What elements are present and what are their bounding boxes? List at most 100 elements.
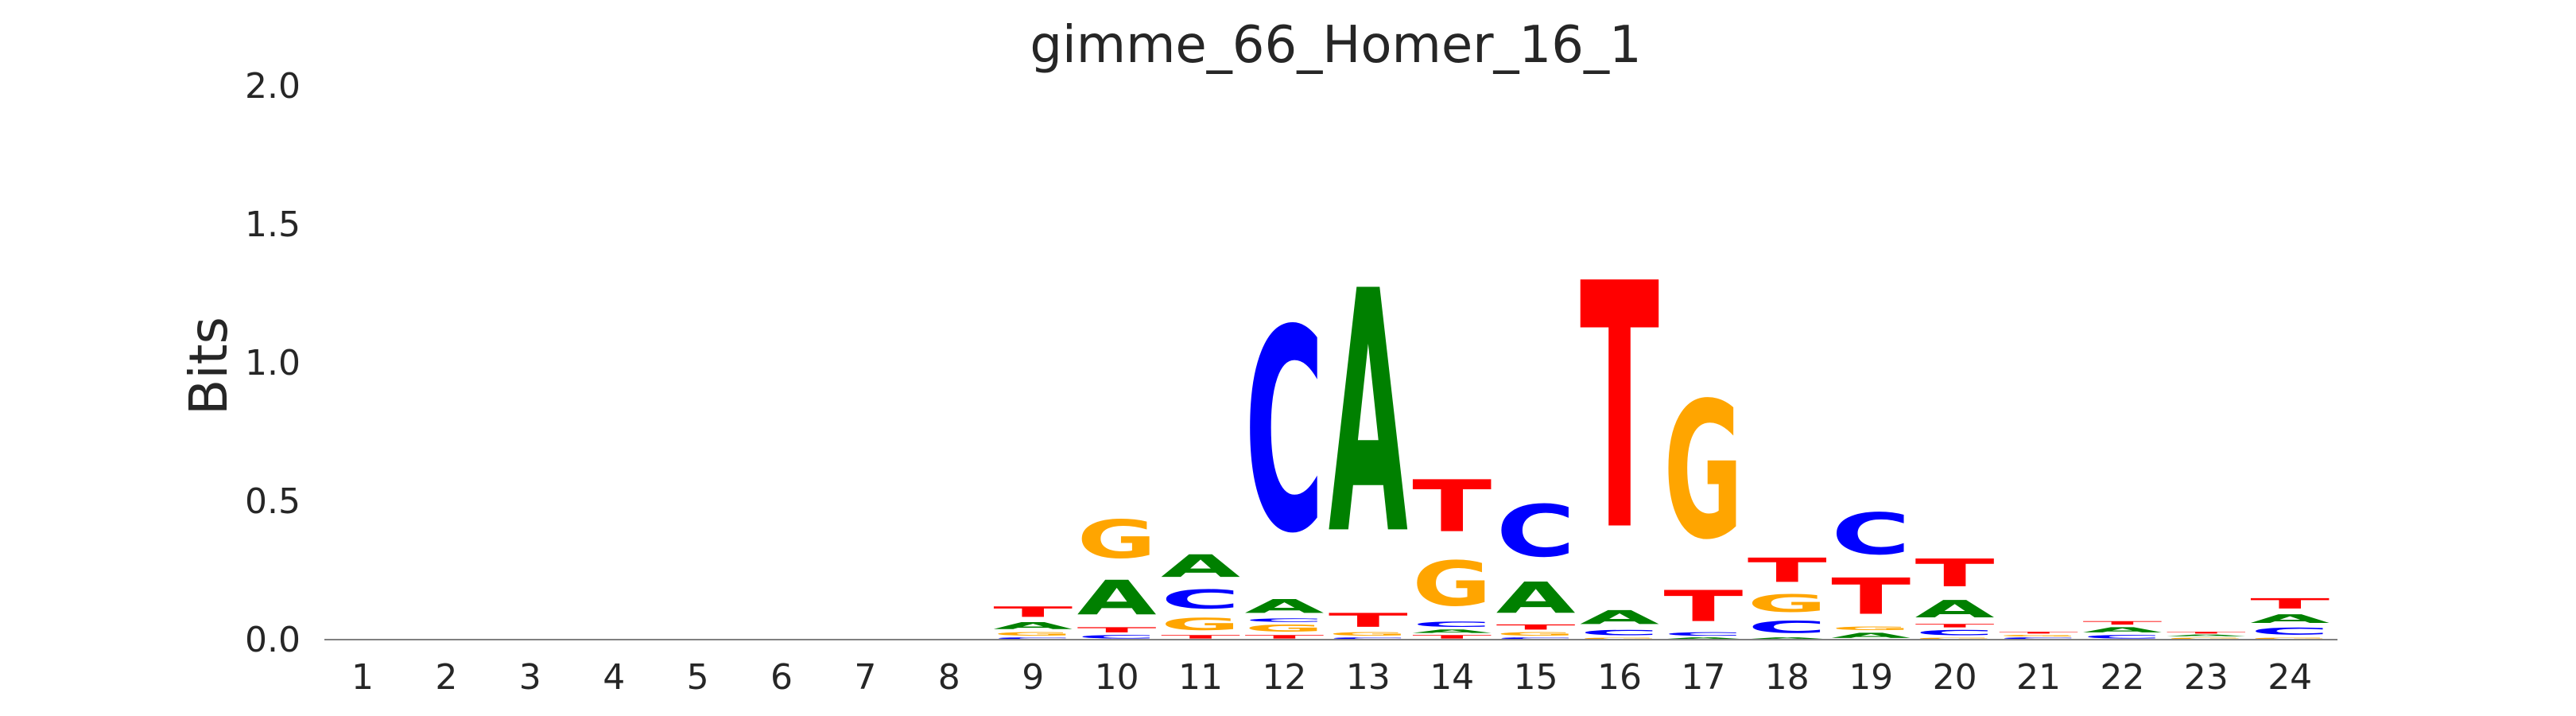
logo-letter-T: T [1748,551,1827,590]
logo-letter-A: A [1580,606,1659,628]
logo-letter-G: G [1831,626,1911,632]
x-tick-label: 9 [1022,657,1044,698]
logo-letter-G: G [2167,637,2246,640]
logo-letter-T: T [2167,632,2246,634]
logo-letter-A: A [2082,626,2162,634]
y-axis-label: Bits [178,317,239,415]
logo-letter-A: A [1831,632,1911,640]
x-tick-label: 12 [1262,657,1306,698]
logo-letter-C: C [2250,626,2330,637]
x-tick-label: 5 [687,657,709,698]
logo-letter-T: T [1496,623,1576,631]
logo-letter-C: C [993,637,1073,640]
logo-letter-G: G [1580,637,1659,640]
x-axis-ticks: 1 2 3 4 5 6 7 8 9 10 11 12 13 14 15 16 17 18 19 20 21 22 23 24 [351,657,2312,698]
logo-letter-T: T [2082,621,2162,626]
x-tick-label: 13 [1346,657,1391,698]
logo-letter-T: T [993,604,1073,621]
logo-letter-C: C [1244,617,1324,623]
x-tick-label: 24 [2268,657,2312,698]
logo-letter-A: A [1244,595,1324,617]
x-tick-label: 11 [1178,657,1223,698]
logo-letter-C: C [1244,270,1324,594]
logo-letter-C: C [1663,632,1743,637]
logo-letter-C: C [1329,637,1408,640]
logo-letter-A: A [1161,548,1240,584]
logo-letter-G: G [2250,637,2330,640]
letter-stacks: CGATCTAGTGCATGCACCGTATACGTCGTACGCATACTGA… [993,212,2330,640]
logo-letter-G: G [1496,632,1576,637]
logo-letter-A: A [1915,596,1996,624]
logo-letter-G: G [1915,637,1995,640]
logo-letter-T: T [1329,609,1408,632]
logo-letter-T: T [1915,623,1995,628]
logo-letter-T: T [1663,582,1743,631]
chart-title: gimme_66_Homer_16_1 [1030,16,1641,75]
x-tick-label: 21 [2016,657,2061,698]
logo-letter-C: C [1077,634,1157,640]
y-tick-label: 1.5 [245,204,301,245]
x-tick-label: 6 [770,657,793,698]
logo-letter-A: A [2167,634,2246,636]
x-tick-label: 4 [603,657,625,698]
logo-letter-G: G [1412,549,1492,621]
logo-letter-T: T [1412,634,1492,640]
logo-letter-A: A [2250,612,2330,625]
x-tick-label: 14 [1430,657,1474,698]
x-tick-label: 2 [435,657,457,698]
logo-letter-A: A [993,621,1073,632]
logo-letter-C: C [1161,585,1240,615]
x-tick-label: 17 [1681,657,1725,698]
y-tick-label: 2.0 [245,66,301,107]
x-tick-label: 8 [938,657,960,698]
x-tick-label: 7 [854,657,876,698]
logo-letter-C: C [1999,637,2078,640]
y-tick-label: 0.5 [245,481,301,522]
logo-letter-C: C [2082,634,2162,640]
logo-letter-A: A [1496,574,1577,623]
logo-letter-G: G [1329,632,1408,637]
logo-letter-C: C [1748,617,1827,636]
logo-letter-G: G [1077,510,1157,571]
logo-letter-G: G [1999,634,2078,636]
logo-letter-A: A [1412,628,1492,634]
x-tick-label: 1 [351,657,374,698]
logo-letter-T: T [1915,551,1995,596]
logo-letter-G: G [1161,615,1240,634]
logo-letter-A: A [1748,637,1827,640]
y-tick-label: 1.0 [245,343,301,383]
logo-letter-C: C [1831,501,1911,568]
logo-letter-G: G [1663,364,1743,582]
x-tick-label: 3 [519,657,541,698]
logo-letter-T: T [1244,634,1324,640]
y-tick-label: 0.0 [245,620,301,660]
logo-letter-T: T [1077,626,1157,634]
logo-letter-T: T [1580,212,1660,605]
logo-letter-T: T [1831,567,1911,625]
logo-letter-T: T [1999,632,2078,634]
logo-letter-A: A [1077,570,1157,625]
logo-letter-C: C [1915,628,1995,636]
logo-letter-T: T [1161,634,1240,640]
logo-letter-C: C [1496,491,1576,574]
y-axis-ticks: 0.0 0.5 1.0 1.5 2.0 [245,66,301,660]
logo-letter-T: T [2250,595,2330,612]
x-tick-label: 23 [2184,657,2229,698]
x-tick-label: 22 [2100,657,2144,698]
x-tick-label: 20 [1933,657,1977,698]
logo-letter-C: C [1412,621,1492,628]
logo-letter-G: G [1748,590,1827,617]
logo-letter-C: C [1580,628,1659,636]
x-tick-label: 19 [1849,657,1893,698]
logo-letter-T: T [1412,465,1492,548]
x-tick-label: 16 [1597,657,1642,698]
logo-letter-A: A [1329,221,1409,608]
logo-letter-G: G [993,632,1073,637]
logo-letter-A: A [1663,637,1743,640]
x-tick-label: 10 [1095,657,1139,698]
logo-letter-G: G [1244,623,1324,634]
logo-letter-C: C [1496,637,1576,640]
x-tick-label: 18 [1765,657,1810,698]
x-tick-label: 15 [1514,657,1558,698]
